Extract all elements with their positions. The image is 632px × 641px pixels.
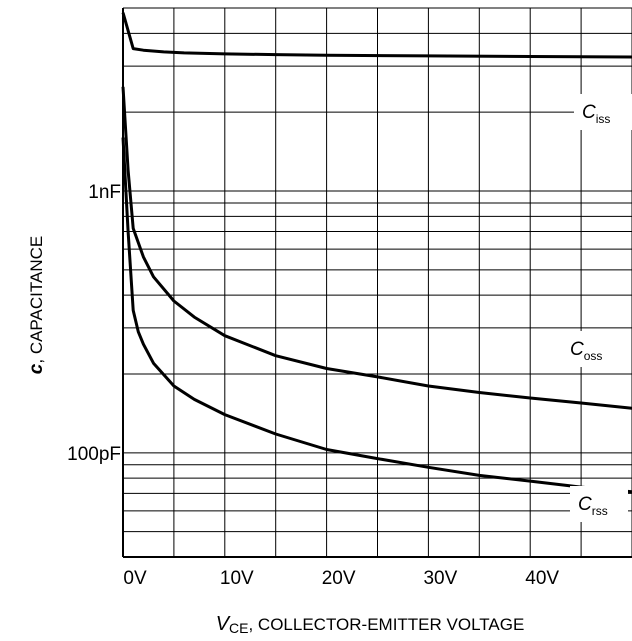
y-axis-title: c, CAPACITANCE [26, 236, 47, 374]
series-line-oss [121, 86, 632, 410]
x-tick-label: 10V [220, 568, 254, 589]
x-axis-title-sub: CE [229, 620, 248, 636]
series-label-bg-rss [570, 486, 628, 522]
y-tick-label: 1nF [88, 182, 121, 203]
series-label-oss: Coss [570, 339, 602, 363]
series-lines [121, 12, 632, 494]
x-axis-title-rest: , COLLECTOR-EMITTER VOLTAGE [248, 615, 524, 634]
series-label-bg-oss [562, 331, 620, 367]
series-line-iss [121, 12, 632, 59]
y-tick-label: 100pF [67, 444, 121, 465]
y-axis-title-main: c [26, 363, 47, 374]
x-tick-label: 20V [322, 568, 356, 589]
series-label-bg-iss [574, 94, 632, 130]
axis-titles: VCE, COLLECTOR-EMITTER VOLTAGE c, CAPACI… [26, 236, 524, 636]
y-axis-title-rest: , CAPACITANCE [27, 236, 46, 364]
series-label-rss: Crss [578, 494, 608, 518]
x-axis-title-main: V [216, 613, 231, 635]
series-label-iss: Ciss [582, 102, 610, 126]
x-axis-title: VCE, COLLECTOR-EMITTER VOLTAGE [216, 613, 525, 636]
x-tick-label: 40V [525, 568, 559, 589]
series-labels: Ciss Coss Crss [562, 94, 632, 522]
series-line-rss [121, 137, 632, 494]
tick-labels: 0V 10V 20V 30V 40V 1nF 100pF [67, 182, 559, 589]
x-tick-label: 30V [423, 568, 457, 589]
grid [122, 7, 632, 558]
x-tick-label: 0V [123, 568, 147, 589]
